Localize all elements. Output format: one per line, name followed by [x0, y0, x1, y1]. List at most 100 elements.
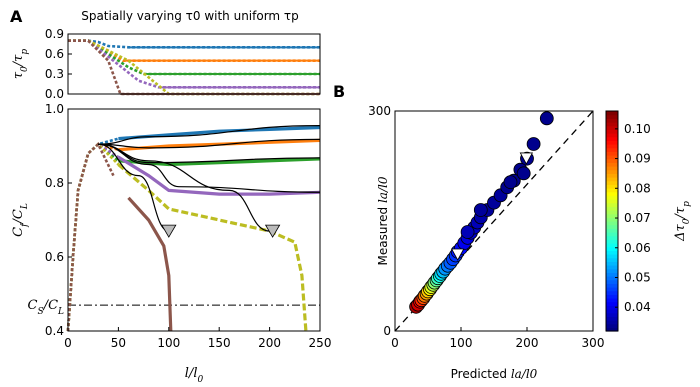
ytick-label: 1.0: [45, 102, 64, 116]
colorbar-segment: [606, 257, 618, 262]
colorbar-segment: [606, 272, 618, 277]
colorbar-segment: [606, 298, 618, 303]
xtick-label: 250: [309, 336, 332, 350]
measured-dotted-1: [66, 142, 119, 332]
colorbar-segment: [606, 235, 618, 240]
colorbar-tick-label: 0.10: [624, 122, 651, 136]
ytick-label: 300: [368, 104, 391, 118]
panel-label-b: B: [333, 82, 345, 101]
panel-b-xlabel: Predicted la/l0: [451, 367, 538, 381]
colorbar-segment: [606, 158, 618, 163]
xtick-label: 100: [450, 336, 473, 350]
profile-dotted-0: [68, 39, 320, 49]
panel-a-bottom-chart: 0 50 100 150 200 250 1.0 0.8 0.6 0.4 CS/CL Cf/CL l/l…: [11, 102, 331, 385]
colorbar-tick-label: 0.08: [624, 181, 651, 195]
colorbar-segment: [606, 268, 618, 273]
colorbar-segment: [606, 287, 618, 292]
colorbar-tick-label: 0.09: [624, 152, 651, 166]
xtick-label: 200: [258, 336, 281, 350]
cs-label: CS/CL: [28, 298, 64, 317]
colorbar-segment: [606, 129, 618, 134]
colorbar-tick-label: 0.05: [624, 270, 651, 284]
colorbar-segment: [606, 316, 618, 321]
measured-dotted-4: [66, 142, 120, 332]
colorbar-segment: [606, 195, 618, 200]
colorbar-segment: [606, 279, 618, 284]
colorbar-segment: [606, 294, 618, 299]
colorbar-segment: [606, 261, 618, 266]
colorbar-segment: [606, 254, 618, 259]
colorbar-segment: [606, 133, 618, 138]
colorbar-segment: [606, 122, 618, 127]
colorbar-segment: [606, 114, 618, 119]
colorbar-segment: [606, 206, 618, 211]
colorbar-segment: [606, 136, 618, 141]
colorbar-segment: [606, 232, 618, 237]
colorbar-segment: [606, 327, 618, 332]
colorbar-segment: [606, 199, 618, 204]
measured-line-4: [117, 163, 308, 332]
colorbar-segment: [606, 301, 618, 306]
colorbar-segment: [606, 320, 618, 325]
triangle-marker-1: [264, 224, 281, 238]
panel-a-bottom-xlabel: l/l0: [185, 366, 204, 385]
colorbar-segment: [606, 184, 618, 189]
ytick-label: 0.6: [45, 250, 64, 264]
colorbar-frame: [605, 110, 619, 332]
measured-line-0: [118, 125, 321, 141]
colorbar-segment: [606, 147, 618, 152]
measured-dotted-5: [66, 142, 115, 332]
panel-a-top-title: Spatially varying τ0 with uniform τp: [81, 9, 299, 23]
triangle-marker-0: [451, 248, 465, 261]
colorbar-segment: [606, 312, 618, 317]
colorbar-segment: [606, 188, 618, 193]
measured-line-2: [118, 157, 321, 167]
measured-line-3: [117, 155, 321, 196]
colorbar-segment: [606, 265, 618, 270]
colorbar-segment: [606, 155, 618, 160]
theory-curve-5: [98, 143, 169, 232]
colorbar-tick-label: 0.07: [624, 211, 651, 225]
ytick-label: 0.3: [45, 67, 64, 81]
colorbar-segment: [606, 243, 618, 248]
data-point: [503, 175, 518, 190]
colorbar-segment: [606, 151, 618, 156]
data-point: [473, 203, 488, 217]
ytick-label: 0.0: [45, 87, 64, 101]
data-point: [516, 166, 531, 181]
colorbar-segment: [606, 118, 618, 123]
xtick-label: 100: [157, 336, 180, 350]
panel-b-ylabel: Measured la/l0: [376, 176, 390, 265]
triangle-marker-0: [161, 224, 177, 238]
colorbar-segment: [606, 246, 618, 251]
colorbar-segment: [606, 283, 618, 288]
panel-a-top-chart: Spatially varying τ0 with uniform τp 0.9 0…: [11, 9, 321, 101]
theory-curve-0: [98, 125, 321, 145]
colorbar-segment: [606, 276, 618, 281]
ytick-label: 0.8: [45, 176, 64, 190]
panel-a-bottom-frame: [67, 108, 321, 332]
panel-b-chart: 0 100 200 300 300 0 Measured la/l0 Predicted la…: [368, 104, 604, 381]
triangle-marker-1: [519, 152, 534, 165]
colorbar: 0.10 0.09 0.08 0.07 0.06 0.05 0.04 Δτ0/τp: [605, 110, 692, 332]
colorbar-segment: [606, 217, 618, 222]
profile-dotted-2: [68, 39, 320, 76]
panel-a-top-ylabel: τ0/τp: [11, 49, 30, 80]
colorbar-segment: [606, 162, 618, 167]
panel-b-frame: [394, 110, 594, 332]
colorbar-tick-label: 0.06: [624, 241, 651, 255]
colorbar-segment: [606, 140, 618, 145]
colorbar-segment: [606, 221, 618, 226]
ytick-label: 0.9: [45, 27, 64, 41]
theory-curve-1: [98, 138, 321, 149]
panel-label-a: A: [10, 7, 23, 26]
xtick-label: 150: [208, 336, 231, 350]
ytick-label: 0: [383, 324, 391, 338]
data-point: [526, 137, 541, 151]
colorbar-segment: [606, 323, 618, 328]
measured-line-5: [127, 196, 173, 332]
colorbar-segment: [606, 250, 618, 255]
colorbar-tick-label: 0.04: [624, 300, 651, 314]
colorbar-segment: [606, 180, 618, 185]
